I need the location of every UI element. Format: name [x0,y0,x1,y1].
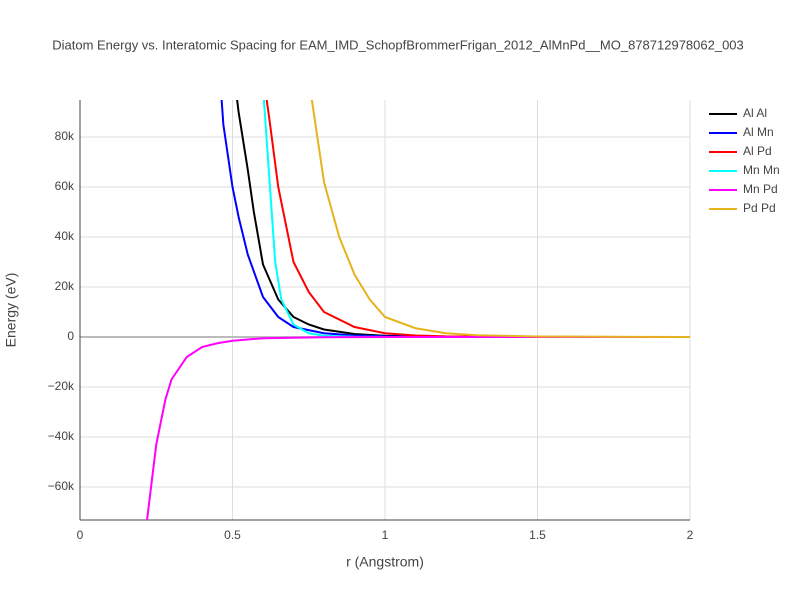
y-axis-label: Energy (eV) [3,273,19,348]
y-tick-label: 80k [55,129,75,143]
legend-label: Al Mn [743,125,774,139]
y-tick-label: 60k [55,179,75,193]
chart-title: Diatom Energy vs. Interatomic Spacing fo… [52,37,744,52]
series-line [310,100,690,338]
series-line [146,336,690,520]
legend-label: Al Pd [743,144,772,158]
y-tick-label: 20k [55,279,75,293]
series-line [236,100,690,338]
x-tick-label: 1.5 [529,528,546,542]
legend-label: Al Al [743,106,767,120]
y-tick-label: −20k [48,379,75,393]
y-tick-label: 40k [55,229,75,243]
y-tick-label: −60k [48,479,75,493]
series-line [262,100,690,338]
legend-label: Mn Mn [743,163,780,177]
x-axis-label: r (Angstrom) [346,554,424,570]
x-tick-label: 0.5 [224,528,241,542]
plot-area [146,100,690,520]
legend-label: Mn Pd [743,182,778,196]
x-tick-label: 2 [687,528,694,542]
y-tick-label: −40k [48,429,75,443]
x-tick-label: 1 [382,528,389,542]
series-line [265,100,690,338]
y-tick-label: 0 [67,329,74,343]
legend-label: Pd Pd [743,201,776,215]
x-tick-label: 0 [77,528,84,542]
